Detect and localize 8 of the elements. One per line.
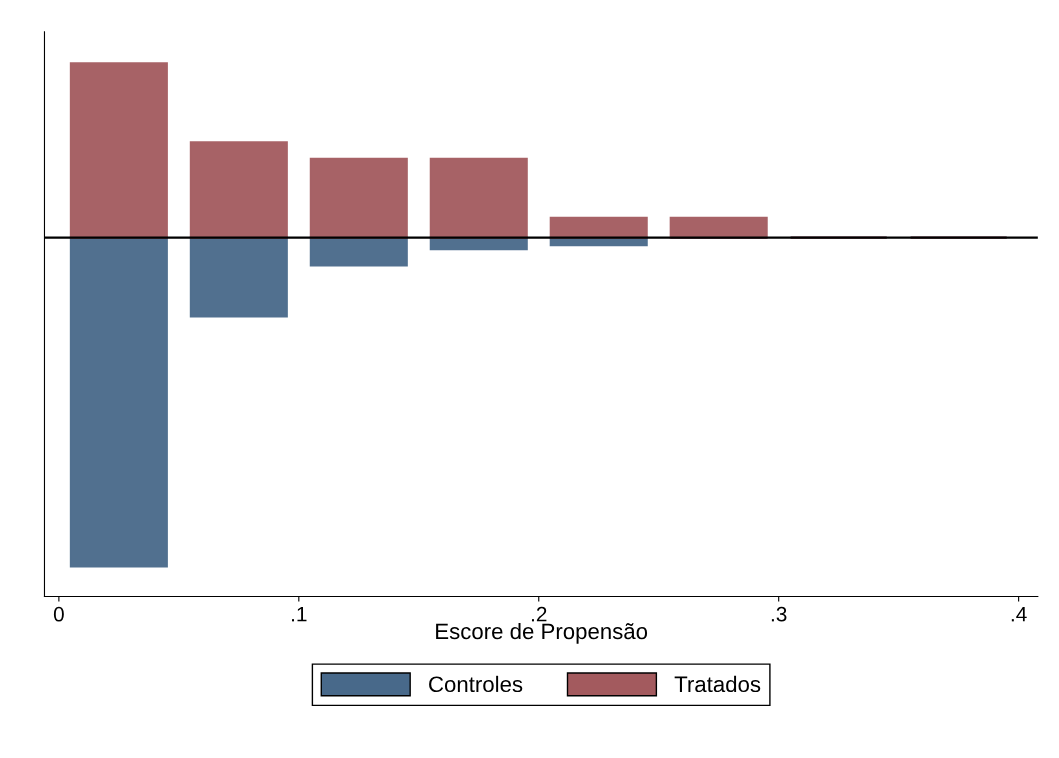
x-tick-label: .2 xyxy=(531,606,547,622)
legend-label: Tratados xyxy=(674,675,761,693)
x-axis-title: Escore de Propensão xyxy=(436,622,648,644)
x-tick-label: .4 xyxy=(1011,607,1027,622)
x-tick-label: 0 xyxy=(53,606,64,622)
x-tick-label: .1 xyxy=(292,607,307,622)
legend-label: Controles xyxy=(429,675,523,693)
x-tick-label: .3 xyxy=(771,606,787,622)
